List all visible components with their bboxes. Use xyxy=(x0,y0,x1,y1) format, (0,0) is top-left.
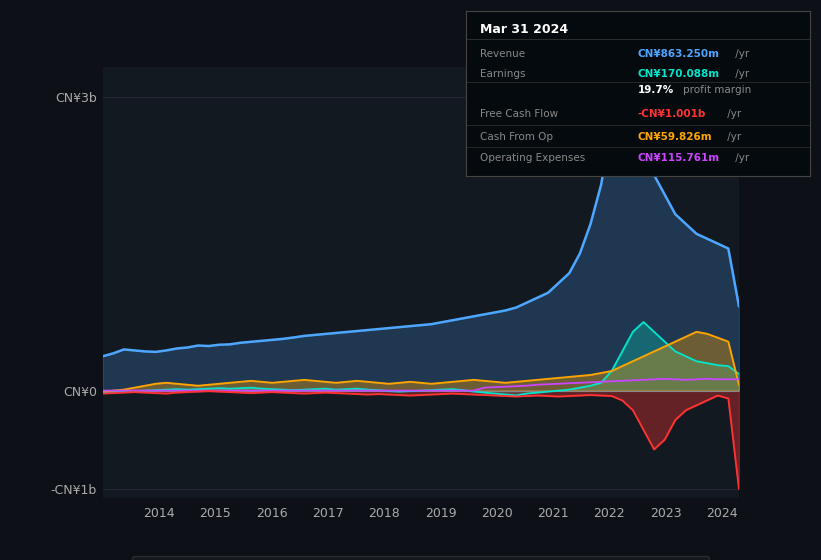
Legend: Revenue, Earnings, Free Cash Flow, Cash From Op, Operating Expenses: Revenue, Earnings, Free Cash Flow, Cash … xyxy=(132,556,709,560)
Text: Mar 31 2024: Mar 31 2024 xyxy=(480,23,568,36)
Text: Revenue: Revenue xyxy=(480,49,525,59)
Text: /yr: /yr xyxy=(724,109,741,119)
Text: CN¥863.250m: CN¥863.250m xyxy=(638,49,720,59)
Text: Operating Expenses: Operating Expenses xyxy=(480,153,585,163)
Text: Free Cash Flow: Free Cash Flow xyxy=(480,109,558,119)
Text: Earnings: Earnings xyxy=(480,69,525,79)
Text: CN¥59.826m: CN¥59.826m xyxy=(638,132,713,142)
Text: profit margin: profit margin xyxy=(682,86,750,96)
Text: /yr: /yr xyxy=(732,49,750,59)
Text: /yr: /yr xyxy=(732,69,750,79)
Text: /yr: /yr xyxy=(724,132,741,142)
Text: CN¥115.761m: CN¥115.761m xyxy=(638,153,720,163)
Text: -CN¥1.001b: -CN¥1.001b xyxy=(638,109,706,119)
Text: /yr: /yr xyxy=(732,153,750,163)
Text: CN¥170.088m: CN¥170.088m xyxy=(638,69,720,79)
Text: 19.7%: 19.7% xyxy=(638,86,674,96)
Text: Cash From Op: Cash From Op xyxy=(480,132,553,142)
